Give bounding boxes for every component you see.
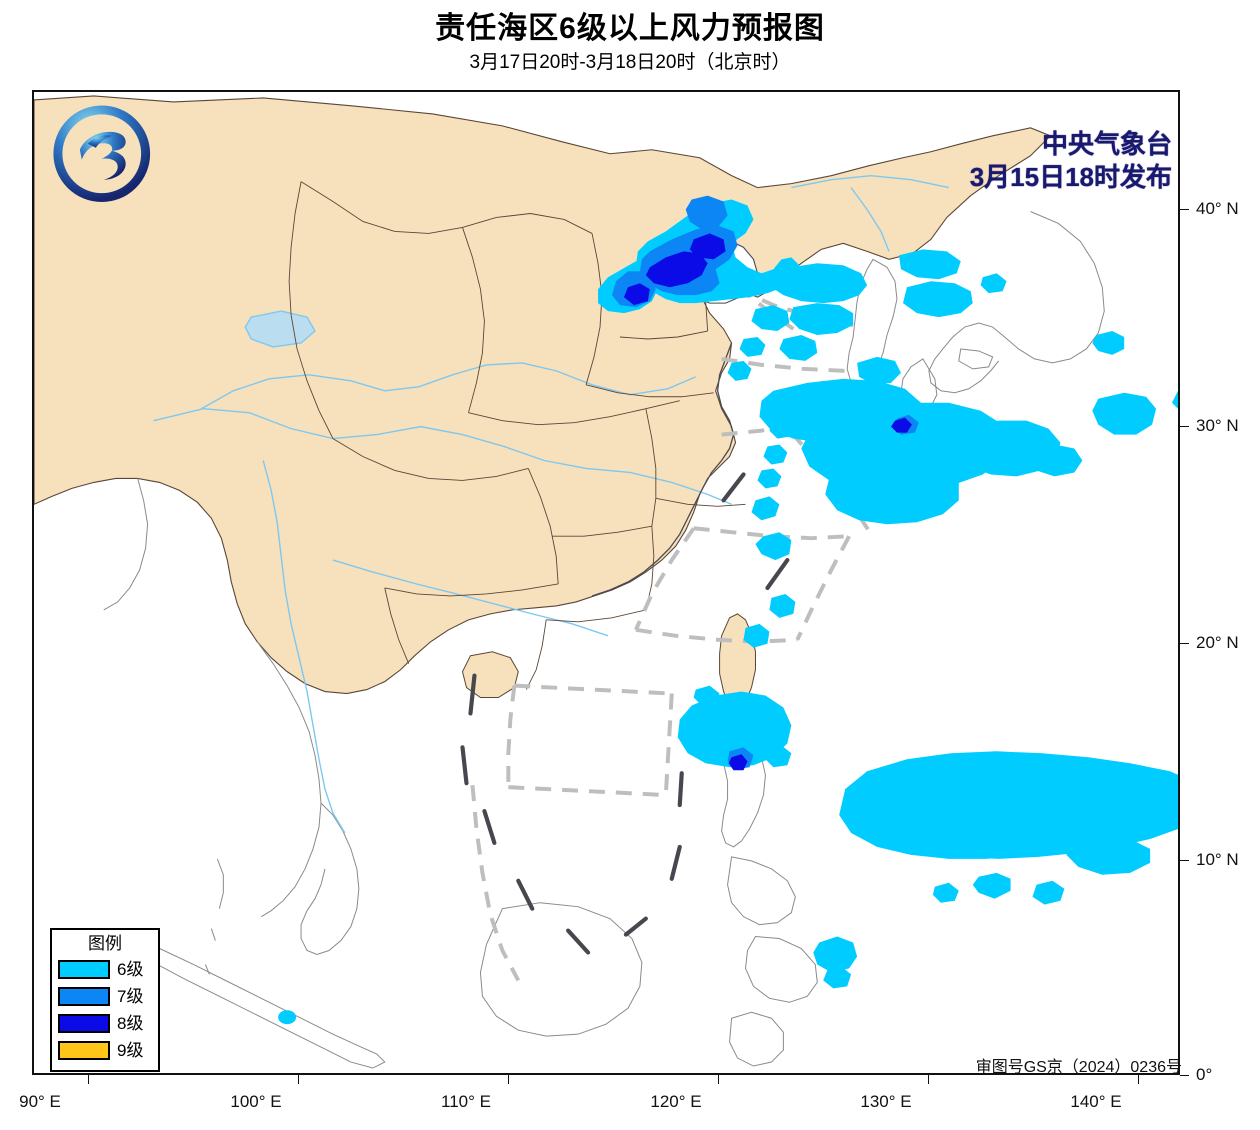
title-block: 责任海区6级以上风力预报图 3月17日20时-3月18日20时（北京时） (0, 0, 1260, 74)
lon-tick-140 (1138, 1075, 1139, 1084)
lon-tick-100 (298, 1075, 299, 1084)
dash-scs-far-south (470, 784, 521, 982)
legend-label-8: 8级 (117, 1014, 144, 1034)
borneo-outline (479, 902, 643, 1037)
map-canvas[interactable] (32, 90, 1180, 1075)
dash-scs-box-right (663, 693, 674, 796)
river-amur (791, 174, 949, 189)
lon-label-130: 130° E (860, 1092, 912, 1111)
lake-qinghai (244, 310, 316, 348)
river-pearl (332, 559, 609, 637)
land-china-mongolia (34, 95, 1052, 695)
river-mekong (262, 460, 346, 834)
lat-label-20: 20° N (1196, 633, 1239, 652)
malay-peninsula-outline (300, 802, 360, 956)
hainan-island (461, 651, 519, 699)
dash-taiwan-s (635, 627, 798, 644)
lat-label-0: 0° (1196, 1065, 1213, 1084)
lat-tick-30 (1180, 426, 1189, 427)
japan-shikoku-outline (958, 348, 994, 370)
legend-title: 图例 (88, 934, 122, 953)
lat-label-10: 10° N (1196, 850, 1239, 869)
legend-swatch-8 (58, 1014, 110, 1034)
legend-item-9[interactable]: 9级 (52, 1037, 158, 1064)
lat-tick-0 (1180, 1075, 1189, 1076)
andaman-islands-outline (204, 858, 224, 975)
legend-label-6: 6级 (117, 960, 144, 980)
legend-item-6[interactable]: 6级 (52, 956, 158, 983)
river-yangtze (153, 408, 732, 505)
legend-swatch-7 (58, 987, 110, 1007)
page-title: 责任海区6级以上风力预报图 (435, 12, 825, 45)
sulawesi-outline (729, 1011, 784, 1067)
map-svg (34, 92, 1178, 1073)
legend-item-8[interactable]: 8级 (52, 1010, 158, 1037)
lon-tick-130 (928, 1075, 929, 1084)
lon-label-120: 120° E (650, 1092, 702, 1111)
lon-label-110: 110° E (441, 1092, 491, 1111)
map-approval-number: 审图号GS京（2024）0236号 (975, 1059, 1182, 1076)
river-songhua (850, 187, 890, 252)
nine-dash-line (460, 472, 790, 955)
legend-label-9: 9级 (117, 1041, 144, 1061)
rivers (153, 174, 949, 834)
lon-label-100: 100° E (230, 1092, 282, 1111)
lat-tick-10 (1180, 860, 1189, 861)
lon-tick-120 (718, 1075, 719, 1084)
lat-label-30: 30° N (1196, 416, 1239, 435)
lat-tick-20 (1180, 643, 1189, 644)
legend-item-7[interactable]: 7级 (52, 983, 158, 1010)
lon-label-90: 90° E (19, 1092, 61, 1111)
lat-tick-40 (1180, 209, 1189, 210)
sumatra-outline (152, 947, 386, 1069)
japan-outline (928, 211, 1105, 394)
lon-tick-110 (508, 1075, 509, 1084)
philippines-visayas-outline (727, 856, 796, 926)
dash-yellow-sea-2 (721, 356, 846, 373)
page-subtitle: 3月17日20时-3月18日20时（北京时） (469, 52, 791, 73)
legend-box: 图例 6级 7级 8级 9级 (50, 928, 160, 1073)
issuer-stamp: 中央气象台 3月15日18时发布 (970, 128, 1172, 193)
dash-taiwan-w (634, 527, 696, 631)
wind-area-level-8 (623, 233, 912, 771)
dash-scs-box-left (506, 685, 517, 788)
lon-label-140: 140° E (1070, 1092, 1122, 1111)
cma-logo-group (53, 105, 151, 203)
issuer-time: 3月15日18时发布 (969, 161, 1172, 192)
dash-taiwan-e (795, 535, 851, 641)
legend-label-7: 7级 (117, 987, 144, 1007)
legend-swatch-6 (58, 960, 110, 980)
legend-swatch-9 (58, 1041, 110, 1061)
philippines-mindanao-outline (745, 936, 818, 1003)
river-yellow (201, 362, 696, 410)
lon-tick-90 (88, 1075, 89, 1084)
coastline-detail (591, 342, 735, 597)
india-northeast-outline (103, 478, 149, 611)
lat-label-40: 40° N (1196, 199, 1239, 218)
issuer-org: 中央气象台 (1041, 129, 1172, 159)
